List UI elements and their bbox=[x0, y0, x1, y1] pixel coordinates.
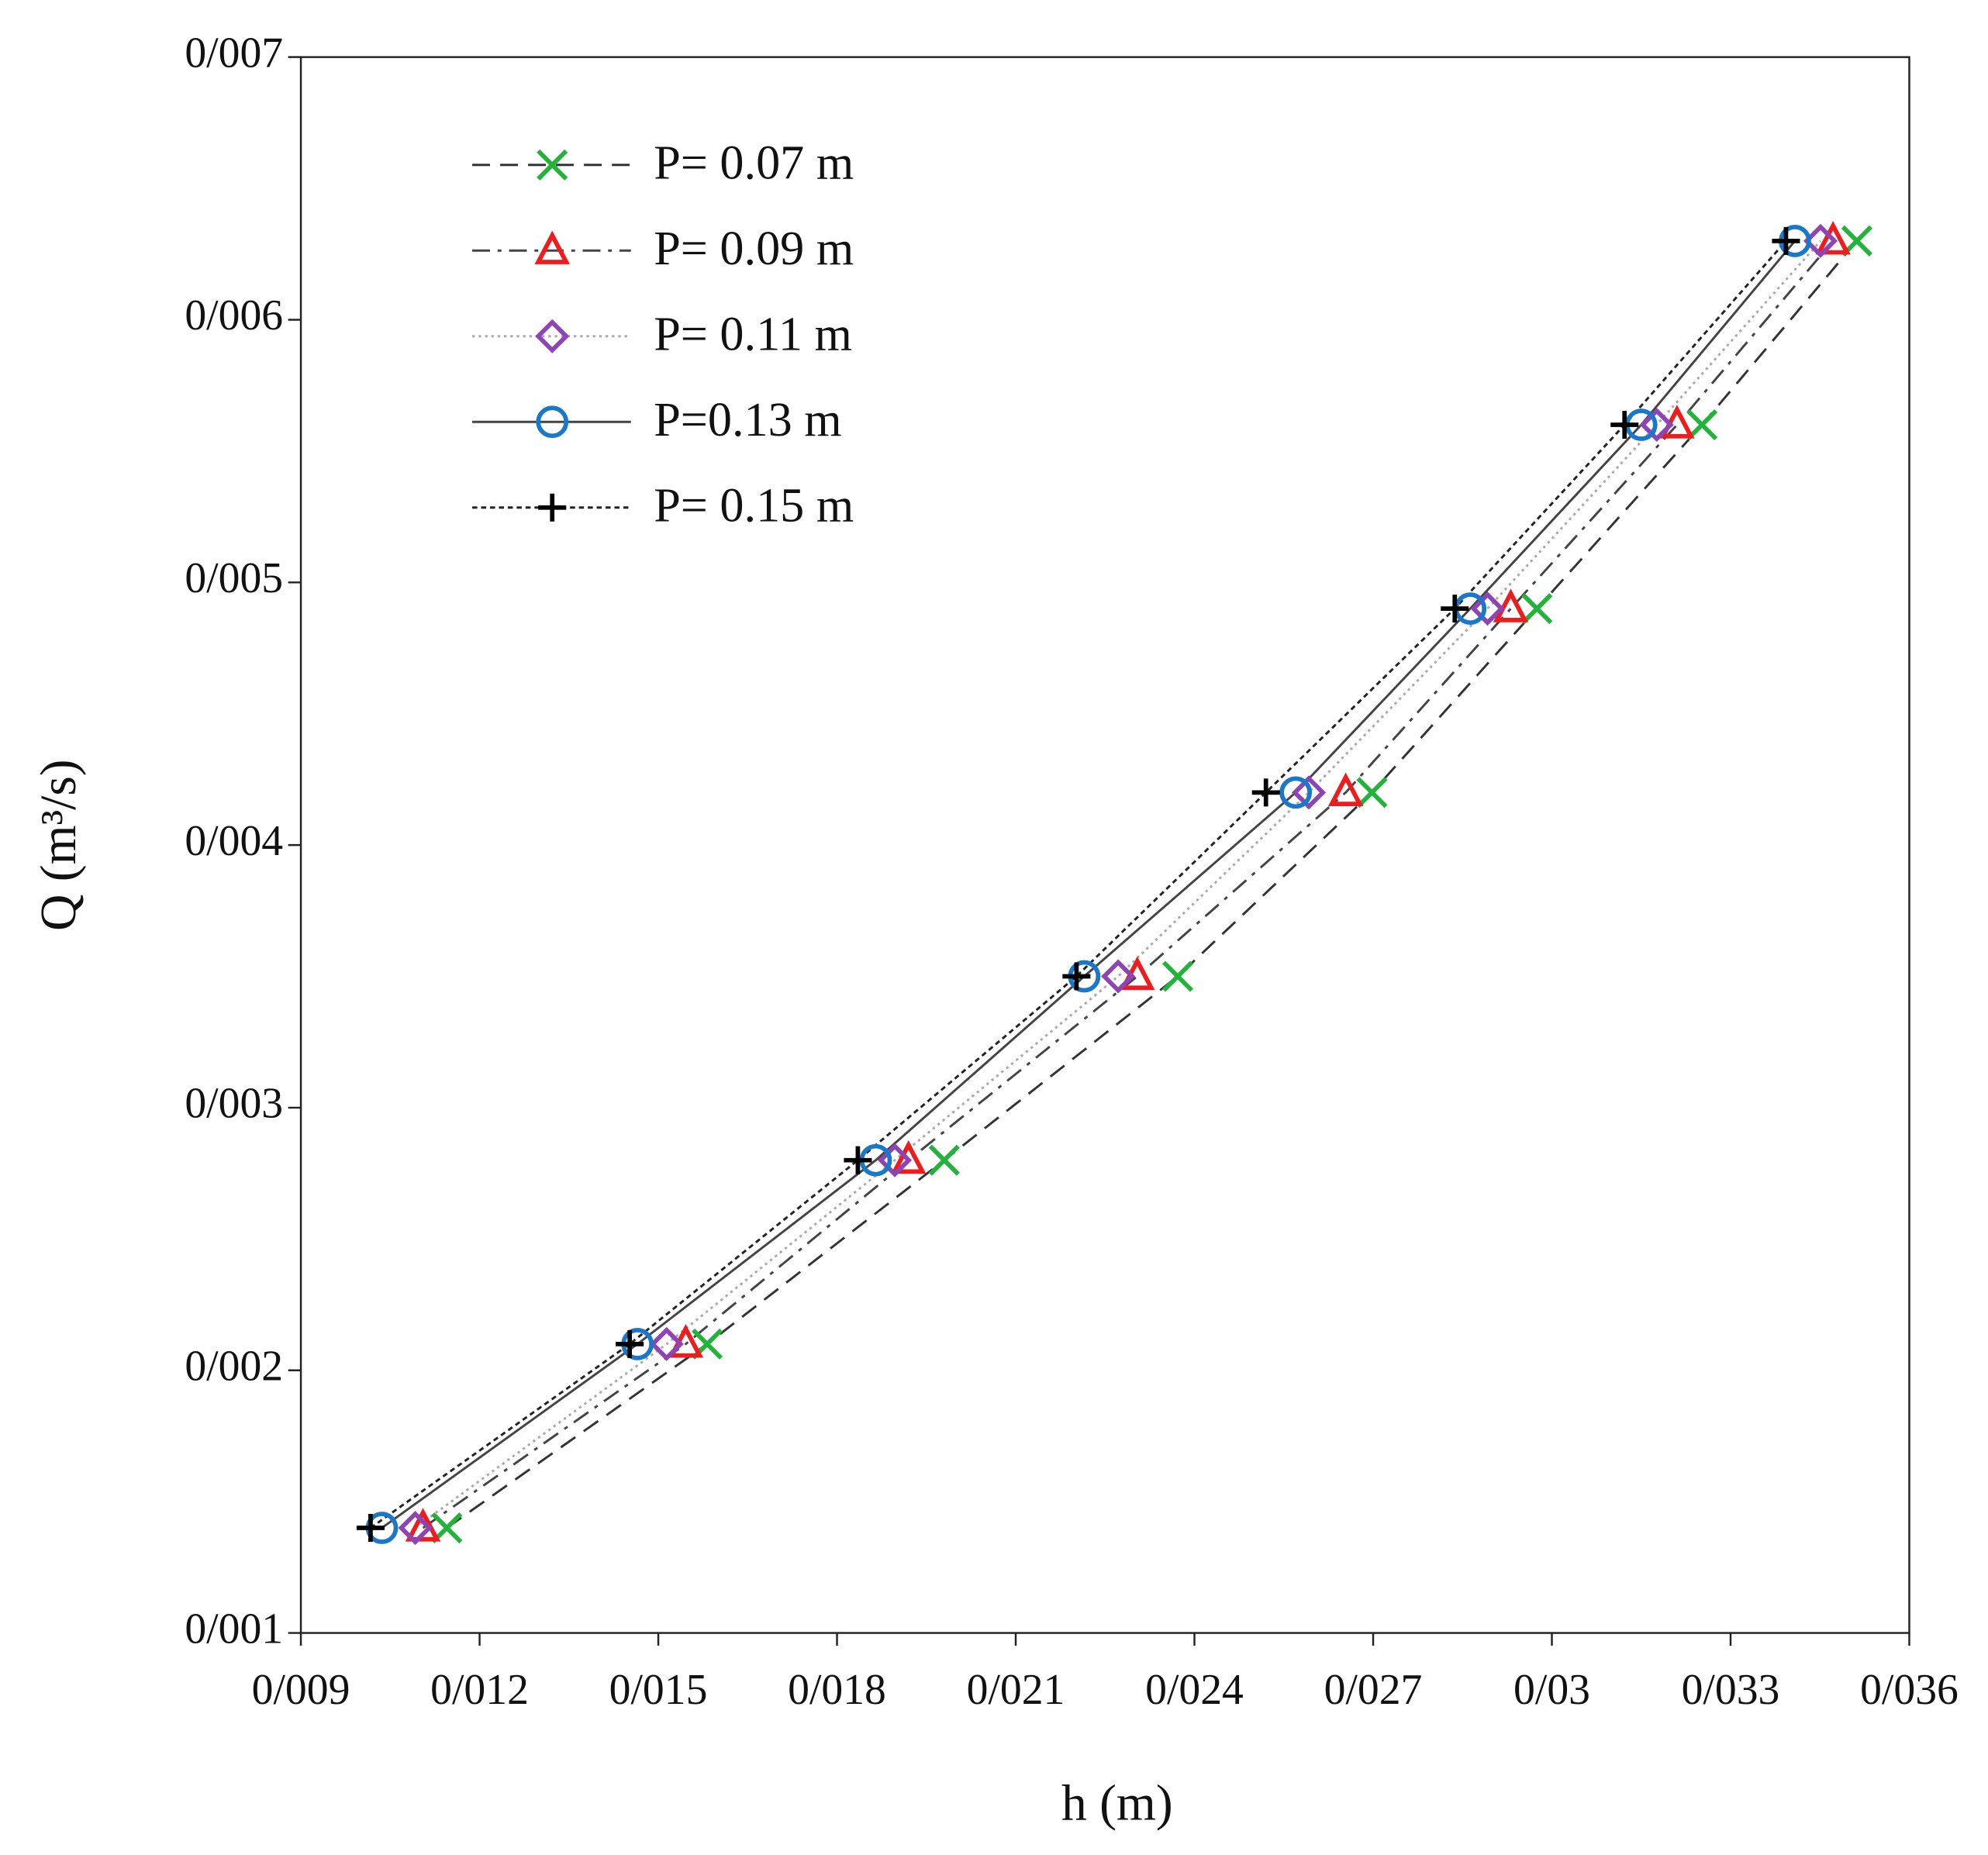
marker bbox=[616, 1329, 644, 1358]
marker bbox=[1356, 777, 1388, 809]
marker bbox=[1493, 588, 1529, 622]
marker bbox=[398, 1510, 433, 1546]
legend-label: P=0.13 m bbox=[654, 394, 841, 447]
marker bbox=[1815, 221, 1851, 255]
series-line bbox=[422, 240, 1834, 1529]
marker bbox=[1101, 959, 1136, 994]
x-tick-label: 0/009 bbox=[252, 1666, 350, 1714]
legend-marker bbox=[534, 230, 570, 264]
marker bbox=[1639, 407, 1674, 443]
series-line bbox=[446, 240, 1859, 1529]
y-axis-label: Q (m³/s) bbox=[31, 759, 87, 930]
legend-label: P= 0.15 m bbox=[654, 479, 854, 532]
x-tick-label: 0/012 bbox=[430, 1666, 529, 1714]
series-line bbox=[381, 240, 1796, 1529]
marker bbox=[1803, 223, 1838, 258]
x-tick-label: 0/036 bbox=[1860, 1666, 1959, 1714]
y-tick-label: 0/001 bbox=[185, 1605, 283, 1653]
y-tick-label: 0/004 bbox=[185, 817, 283, 865]
x-tick-label: 0/018 bbox=[788, 1666, 886, 1714]
marker bbox=[1610, 410, 1639, 440]
legend-label: P= 0.09 m bbox=[654, 222, 854, 275]
legend-marker bbox=[535, 319, 570, 353]
marker bbox=[649, 1326, 684, 1361]
marker bbox=[1521, 593, 1553, 625]
x-tick-label: 0/024 bbox=[1145, 1666, 1244, 1714]
marker bbox=[1062, 962, 1091, 991]
marker bbox=[1470, 591, 1505, 626]
legend-marker bbox=[537, 149, 568, 181]
marker bbox=[844, 1146, 872, 1174]
x-tick-label: 0/021 bbox=[967, 1666, 1065, 1714]
marker bbox=[890, 1140, 927, 1174]
marker bbox=[1251, 778, 1280, 807]
y-tick-label: 0/002 bbox=[185, 1343, 283, 1391]
marker bbox=[928, 1144, 960, 1176]
y-tick-label: 0/007 bbox=[185, 29, 283, 77]
legend-label: P= 0.07 m bbox=[654, 136, 854, 189]
x-tick-label: 0/03 bbox=[1513, 1666, 1590, 1714]
legend-marker bbox=[538, 493, 567, 522]
x-tick-label: 0/027 bbox=[1324, 1666, 1423, 1714]
marker bbox=[356, 1514, 385, 1543]
marker bbox=[877, 1143, 913, 1177]
marker bbox=[1291, 775, 1327, 810]
x-tick-label: 0/033 bbox=[1682, 1666, 1780, 1714]
legend-marker bbox=[536, 405, 569, 439]
x-axis-label: h (m) bbox=[1061, 1775, 1173, 1831]
marker bbox=[1327, 772, 1364, 806]
marker bbox=[1161, 960, 1194, 992]
x-tick-label: 0/015 bbox=[609, 1666, 708, 1714]
y-tick-label: 0/005 bbox=[185, 554, 283, 602]
marker bbox=[1686, 409, 1718, 441]
y-tick-label: 0/003 bbox=[185, 1080, 283, 1128]
series-line bbox=[370, 240, 1787, 1529]
legend-label: P= 0.11 m bbox=[654, 308, 852, 360]
marker bbox=[1441, 595, 1469, 623]
marker bbox=[1772, 226, 1800, 255]
marker bbox=[1279, 776, 1312, 809]
y-tick-label: 0/006 bbox=[185, 291, 283, 340]
